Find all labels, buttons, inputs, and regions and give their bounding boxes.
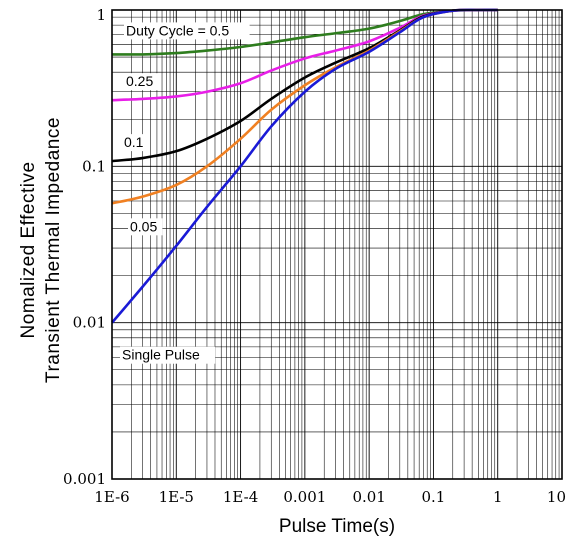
series-label-background <box>124 22 250 40</box>
series-line <box>111 8 498 324</box>
x-tick-label: 0.1 <box>421 488 445 506</box>
y-tick-label: 0.01 <box>73 314 106 332</box>
series-label-background <box>122 134 149 152</box>
x-tick-label: 0.001 <box>283 488 326 506</box>
series-label-background <box>128 218 163 236</box>
y-axis-title-line-2: Transient Thermal Impedance <box>43 117 64 383</box>
series-label: Duty Cycle = 0.5 <box>126 22 229 38</box>
y-tick-label: 0.1 <box>82 157 106 175</box>
x-tick-label: 10 <box>547 488 566 506</box>
y-axis-title: Nomalized Effective Transient Thermal Im… <box>18 117 64 383</box>
y-tick-labels: 1 0.1 0.01 0.001 <box>63 6 106 488</box>
x-tick-label: 1E-6 <box>94 488 129 506</box>
curves <box>111 8 498 324</box>
series-label-background <box>120 346 216 364</box>
series-label: Single Pulse <box>122 347 200 363</box>
x-tick-label: 1 <box>493 488 503 506</box>
plot-frame <box>111 9 563 480</box>
x-axis-title: Pulse Time(s) <box>279 516 395 537</box>
series-label: 0.1 <box>124 134 144 150</box>
series-label: 0.05 <box>130 218 157 234</box>
series-label: 0.25 <box>126 73 153 89</box>
grid <box>111 10 562 480</box>
y-tick-label: 1 <box>96 6 106 24</box>
x-tick-label: 0.01 <box>352 488 385 506</box>
y-axis-title-line-1: Nomalized Effective <box>18 161 39 338</box>
series-labels: Duty Cycle = 0.5 0.25 0.1 0.05 Single Pulse <box>120 22 250 364</box>
x-tick-label: 1E-4 <box>223 488 258 506</box>
x-tick-label: 1E-5 <box>159 488 194 506</box>
series-label-background <box>124 73 159 91</box>
y-tick-label: 0.001 <box>63 470 106 488</box>
x-tick-labels: 1E-6 1E-5 1E-4 0.001 0.01 0.1 1 10 <box>94 488 566 506</box>
